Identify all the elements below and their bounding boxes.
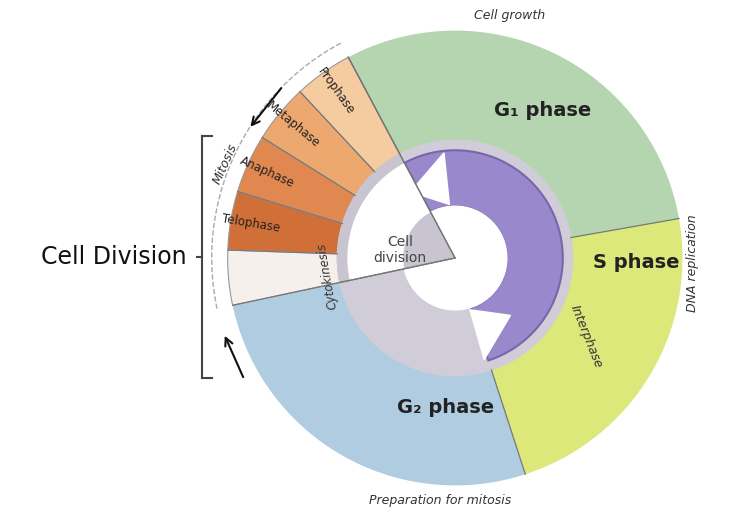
Text: Telophase: Telophase bbox=[221, 213, 281, 235]
Circle shape bbox=[403, 206, 507, 310]
Text: Metaphase: Metaphase bbox=[263, 99, 322, 150]
Polygon shape bbox=[238, 137, 355, 223]
Polygon shape bbox=[405, 150, 563, 361]
Polygon shape bbox=[227, 57, 400, 305]
Polygon shape bbox=[300, 57, 400, 172]
Polygon shape bbox=[228, 191, 342, 254]
Circle shape bbox=[227, 30, 682, 486]
Text: Prophase: Prophase bbox=[315, 66, 357, 117]
Text: Preparation for mitosis: Preparation for mitosis bbox=[369, 494, 512, 507]
Text: S phase: S phase bbox=[593, 253, 680, 272]
Text: Cytokinesis: Cytokinesis bbox=[315, 241, 339, 310]
Circle shape bbox=[337, 140, 573, 376]
Polygon shape bbox=[348, 30, 679, 237]
Text: Interphase: Interphase bbox=[567, 303, 604, 370]
Polygon shape bbox=[347, 163, 431, 280]
Polygon shape bbox=[227, 250, 340, 305]
Text: DNA replication: DNA replication bbox=[686, 214, 699, 312]
Text: Anaphase: Anaphase bbox=[238, 154, 296, 190]
Text: Mitosis: Mitosis bbox=[210, 141, 239, 186]
Polygon shape bbox=[470, 310, 511, 360]
Text: Cell growth: Cell growth bbox=[474, 9, 545, 22]
Text: Cell Division: Cell Division bbox=[41, 245, 187, 269]
Polygon shape bbox=[337, 154, 455, 282]
Text: G₁ phase: G₁ phase bbox=[494, 101, 592, 120]
Polygon shape bbox=[233, 282, 526, 486]
Polygon shape bbox=[262, 92, 375, 196]
Polygon shape bbox=[411, 153, 450, 204]
Polygon shape bbox=[403, 212, 455, 269]
Text: Cell
division: Cell division bbox=[374, 235, 427, 265]
Text: G₂ phase: G₂ phase bbox=[397, 398, 494, 417]
Polygon shape bbox=[492, 218, 682, 474]
